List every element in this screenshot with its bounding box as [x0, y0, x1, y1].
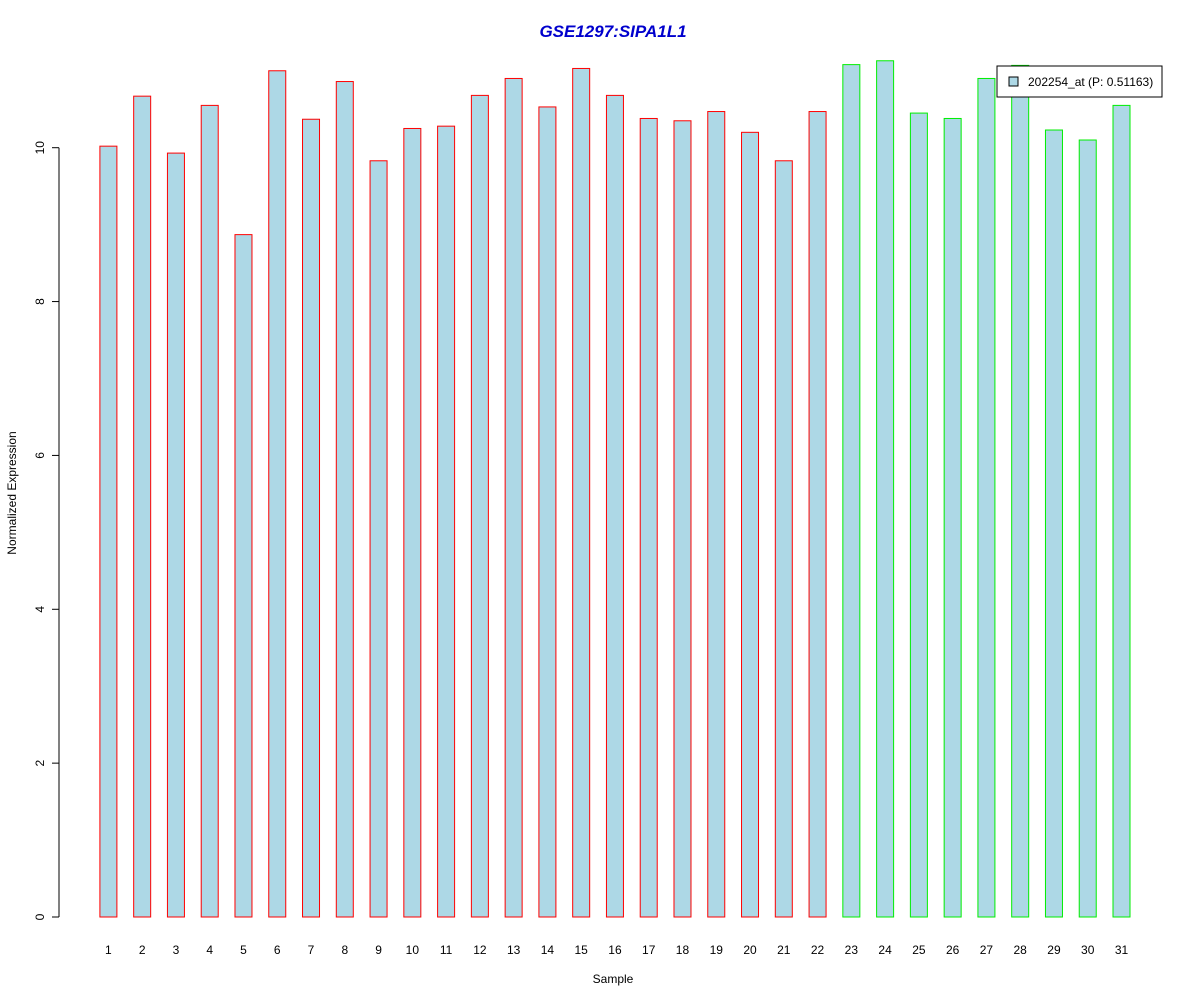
- bar-sample-16: [605, 94, 624, 918]
- bar-sample-10: [403, 127, 422, 918]
- x-tick-label: 23: [845, 943, 859, 957]
- x-tick-label: 2: [139, 943, 146, 957]
- x-tick-label: 1: [105, 943, 112, 957]
- bar-sample-17: [639, 117, 658, 918]
- x-tick-label: 10: [406, 943, 420, 957]
- bar-sample-30: [1078, 139, 1097, 918]
- x-tick-label: 9: [375, 943, 382, 957]
- x-tick-label: 7: [308, 943, 315, 957]
- bar-sample-27: [977, 77, 996, 918]
- x-tick-label: 13: [507, 943, 521, 957]
- bar-sample-3: [166, 152, 185, 918]
- y-axis-title: Normalized Expression: [5, 431, 19, 554]
- bar-sample-28: [1011, 64, 1030, 918]
- y-tick-label: 0: [33, 913, 47, 920]
- x-tick-label: 16: [608, 943, 622, 957]
- bar-sample-18: [673, 120, 692, 918]
- bar-sample-12: [470, 94, 489, 918]
- x-tick-label: 25: [912, 943, 926, 957]
- x-tick-label: 11: [440, 943, 453, 957]
- bar-sample-9: [369, 160, 388, 918]
- x-tick-label: 8: [341, 943, 348, 957]
- bar-sample-22: [808, 111, 827, 918]
- bar-sample-31: [1112, 104, 1131, 918]
- bar-sample-25: [909, 112, 928, 918]
- bar-sample-4: [200, 104, 219, 918]
- x-axis-labels: 1 2 3 4 5 6 7 8 9 10 11 12 13 14 15 16 17 18 19 20 21 22 23 24 2…: [105, 943, 1128, 957]
- x-tick-label: 5: [240, 943, 247, 957]
- bar-sample-20: [741, 131, 760, 918]
- y-tick-label: 4: [33, 606, 47, 613]
- legend: 202254_at (P: 0.51163): [996, 65, 1163, 98]
- x-tick-label: 6: [274, 943, 281, 957]
- x-tick-label: 17: [642, 943, 656, 957]
- x-tick-label: 30: [1081, 943, 1095, 957]
- bar-sample-14: [538, 106, 557, 918]
- x-tick-label: 22: [811, 943, 825, 957]
- bar-sample-29: [1044, 129, 1063, 918]
- bar-sample-1: [99, 145, 118, 918]
- bar-sample-2: [133, 95, 152, 918]
- y-tick-label: 2: [33, 759, 47, 766]
- bar-sample-5: [234, 234, 253, 918]
- bar-sample-7: [302, 118, 321, 918]
- bar-sample-19: [707, 111, 726, 918]
- x-tick-label: 18: [676, 943, 690, 957]
- x-tick-label: 12: [473, 943, 487, 957]
- y-tick-label: 6: [33, 452, 47, 459]
- x-axis-title: Sample: [593, 972, 634, 986]
- x-tick-label: 31: [1115, 943, 1129, 957]
- x-tick-label: 21: [777, 943, 791, 957]
- bar-sample-8: [335, 81, 354, 918]
- bars: [99, 60, 1131, 918]
- legend-box: [996, 65, 1163, 98]
- chart-title: GSE1297:SIPA1L1: [539, 22, 686, 41]
- y-tick-label: 10: [33, 141, 47, 155]
- bar-sample-24: [876, 60, 895, 918]
- bar-sample-13: [504, 77, 523, 918]
- bar-sample-21: [774, 160, 793, 918]
- x-tick-label: 4: [206, 943, 213, 957]
- bar-sample-11: [437, 125, 456, 918]
- bar-sample-6: [268, 70, 287, 918]
- x-tick-label: 3: [173, 943, 180, 957]
- x-tick-label: 20: [743, 943, 757, 957]
- y-tick-label: 8: [33, 298, 47, 305]
- bar-sample-15: [572, 67, 591, 918]
- x-tick-label: 29: [1047, 943, 1061, 957]
- x-tick-label: 24: [878, 943, 892, 957]
- bar-sample-23: [842, 64, 861, 918]
- y-axis: 0 2 4 6 8 10: [33, 141, 60, 920]
- legend-swatch: [1008, 76, 1019, 87]
- x-tick-label: 28: [1014, 943, 1028, 957]
- legend-label: 202254_at (P: 0.51163): [1028, 75, 1153, 89]
- x-tick-label: 27: [980, 943, 994, 957]
- x-tick-label: 14: [541, 943, 555, 957]
- x-tick-label: 26: [946, 943, 960, 957]
- bar-sample-26: [943, 117, 962, 918]
- x-tick-label: 19: [710, 943, 724, 957]
- x-tick-label: 15: [575, 943, 589, 957]
